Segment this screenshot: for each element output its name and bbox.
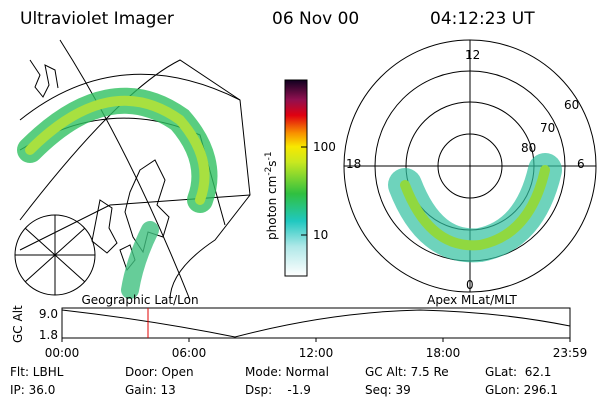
info-field: IP: 36.0 — [10, 383, 55, 397]
date: 06 Nov 00 — [272, 9, 359, 29]
altitude-curve — [61, 309, 571, 338]
x-label: 23:59 — [553, 346, 588, 360]
unit: photon cm — [265, 176, 279, 240]
caption: Geographic Lat/Lon — [81, 293, 198, 307]
altitude-frame — [61, 307, 571, 339]
x-label: 00:00 — [45, 346, 80, 360]
y-label: 9.0 — [39, 307, 58, 321]
polar-label: 70 — [540, 121, 555, 135]
info-field: GC Alt: 7.5 Re — [365, 365, 449, 379]
unit: s — [265, 160, 279, 166]
info-field: GLat: 62.1 — [485, 365, 551, 379]
polar-label: 80 — [521, 141, 536, 155]
x-label: 06:00 — [172, 346, 207, 360]
polar-label: 60 — [564, 98, 579, 112]
polar-label: 6 — [577, 157, 585, 171]
aurora-left — [17, 87, 218, 299]
colorbar-tick-label: 10 — [313, 228, 328, 242]
time: 04:12:23 UT — [430, 9, 535, 29]
caption: Apex MLat/MLT — [427, 293, 517, 307]
x-labels: 00:00 06:00 12:00 18:00 23:59 — [45, 338, 588, 360]
colorbar-tick-label: 100 — [313, 140, 336, 154]
info-field: Dsp: -1.9 — [245, 383, 311, 397]
exponent: -2 — [264, 167, 274, 176]
altitude-axis-label: GC Alt — [11, 305, 25, 343]
info-panel: Flt: LBHL Door: Open Mode: Normal GC Alt: 7… — [10, 365, 558, 397]
aurora-right — [388, 153, 562, 263]
info-field: Seq: 39 — [365, 383, 411, 397]
info-field: Flt: LBHL — [10, 365, 64, 379]
info-field: GLon: 296.1 — [485, 383, 558, 397]
x-label: 12:00 — [299, 346, 334, 360]
info-field: Mode: Normal — [245, 365, 329, 379]
x-label: 18:00 — [426, 346, 461, 360]
exponent: -1 — [264, 151, 274, 160]
y-label: 1.8 — [39, 328, 58, 342]
colorbar — [284, 79, 308, 277]
polar-label: 12 — [465, 48, 480, 62]
colorbar-label: photon cm-2s-1 — [264, 151, 279, 240]
polar-label: 0 — [466, 278, 474, 292]
info-field: Door: Open — [125, 365, 194, 379]
polar-label: 18 — [346, 157, 361, 171]
info-field: Gain: 13 — [125, 383, 176, 397]
title: Ultraviolet Imager — [20, 9, 174, 29]
